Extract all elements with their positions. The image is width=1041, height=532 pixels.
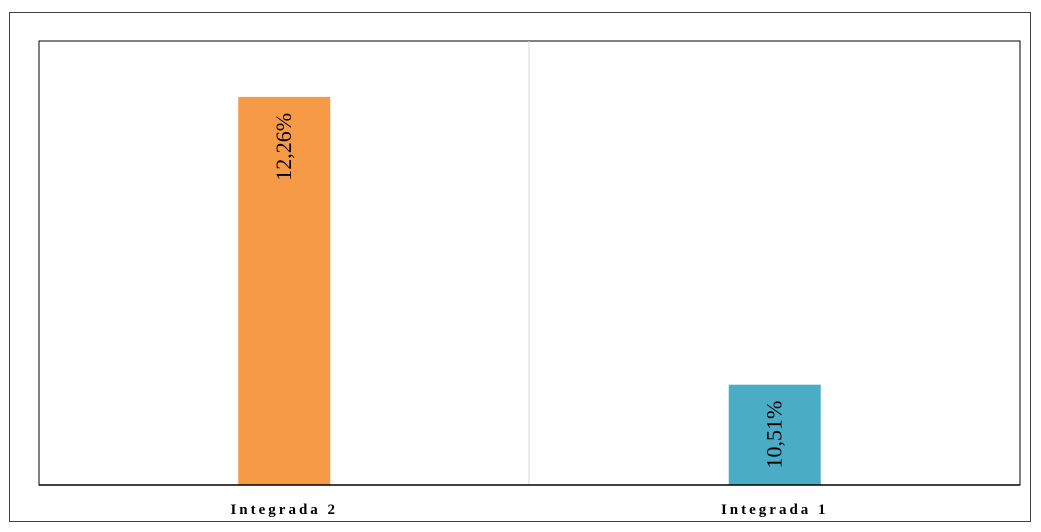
bar-1 [238, 96, 331, 486]
bars-layer: 12,26% 10,51% [238, 96, 821, 486]
category-label-1: Integrada 2 [230, 502, 338, 518]
category-label-2: Integrada 1 [721, 502, 829, 518]
labels-layer: Integrada 2 Integrada 1 [230, 502, 829, 518]
bar-2 [728, 384, 821, 485]
bar-value-label-2: 10,51% [762, 401, 787, 469]
chart-frame [9, 12, 1031, 522]
bar-value-label-1: 12,26% [271, 113, 296, 181]
